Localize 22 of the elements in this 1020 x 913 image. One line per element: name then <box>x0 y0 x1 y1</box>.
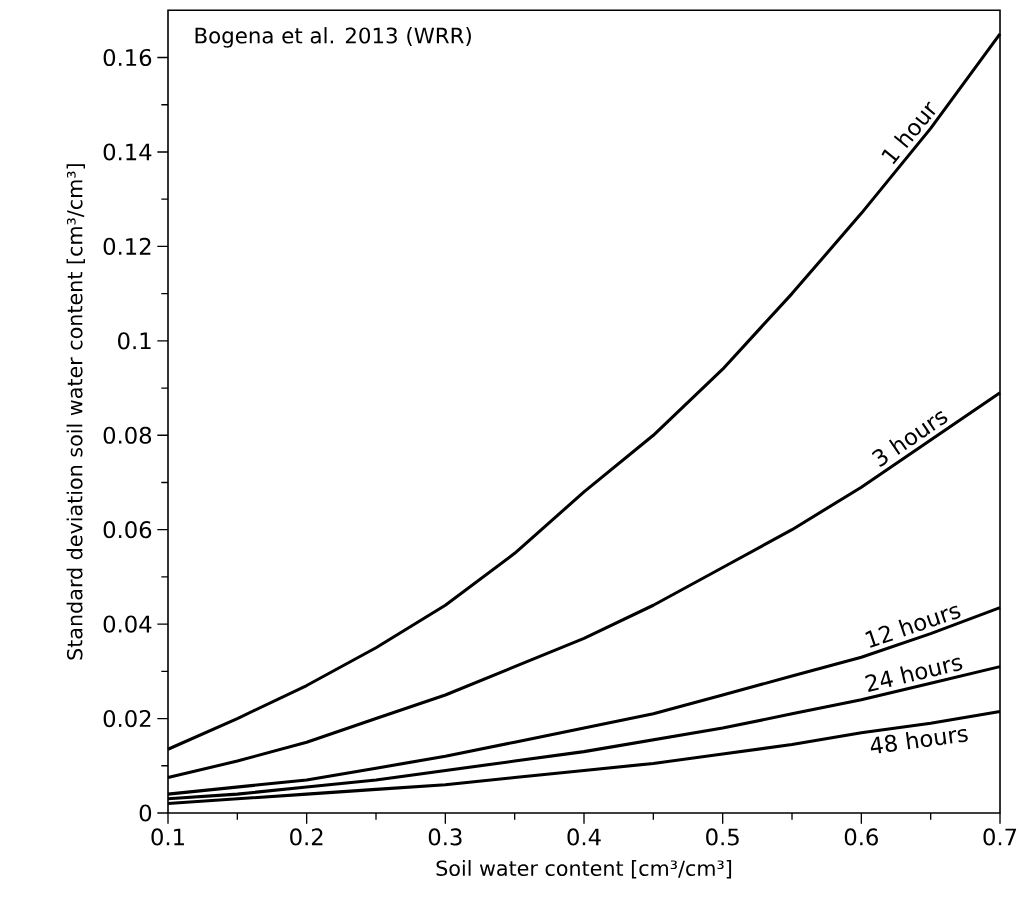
y-tick-label: 0.12 <box>103 237 151 255</box>
x-tick-label: 0.4 <box>567 828 601 846</box>
y-tick-label: 0.16 <box>103 48 152 67</box>
x-axis-title: Soil water content [cm³/cm³] <box>436 860 732 879</box>
y-tick-label: 0.02 <box>103 709 151 728</box>
y-tick-label: 0.08 <box>103 426 152 444</box>
x-tick-label: 0.3 <box>428 828 462 846</box>
y-tick-label: 0.04 <box>103 615 152 633</box>
text: 48 hours <box>870 729 968 754</box>
x-tick-label: 0.5 <box>706 828 739 846</box>
y-tick-label: 0.1 <box>118 332 151 350</box>
x-tick-label: 0.1 <box>151 828 184 846</box>
y-tick-label: 0 <box>139 804 152 822</box>
x-tick-label: 0.2 <box>290 828 323 846</box>
y-tick-label: 0.06 <box>103 521 152 539</box>
x-tick-label: 0.7 <box>983 828 1017 846</box>
y-tick-label: 0.14 <box>103 143 152 161</box>
x-tick-label: 0.6 <box>844 828 878 846</box>
text: 12 hours <box>865 605 961 648</box>
y-axis-title: Standard deviation soil water content [cm³/cm³] <box>66 164 85 660</box>
text: 24 hours <box>865 657 963 692</box>
annotation: Bogena et al. 2013 (WRR) <box>195 27 471 48</box>
